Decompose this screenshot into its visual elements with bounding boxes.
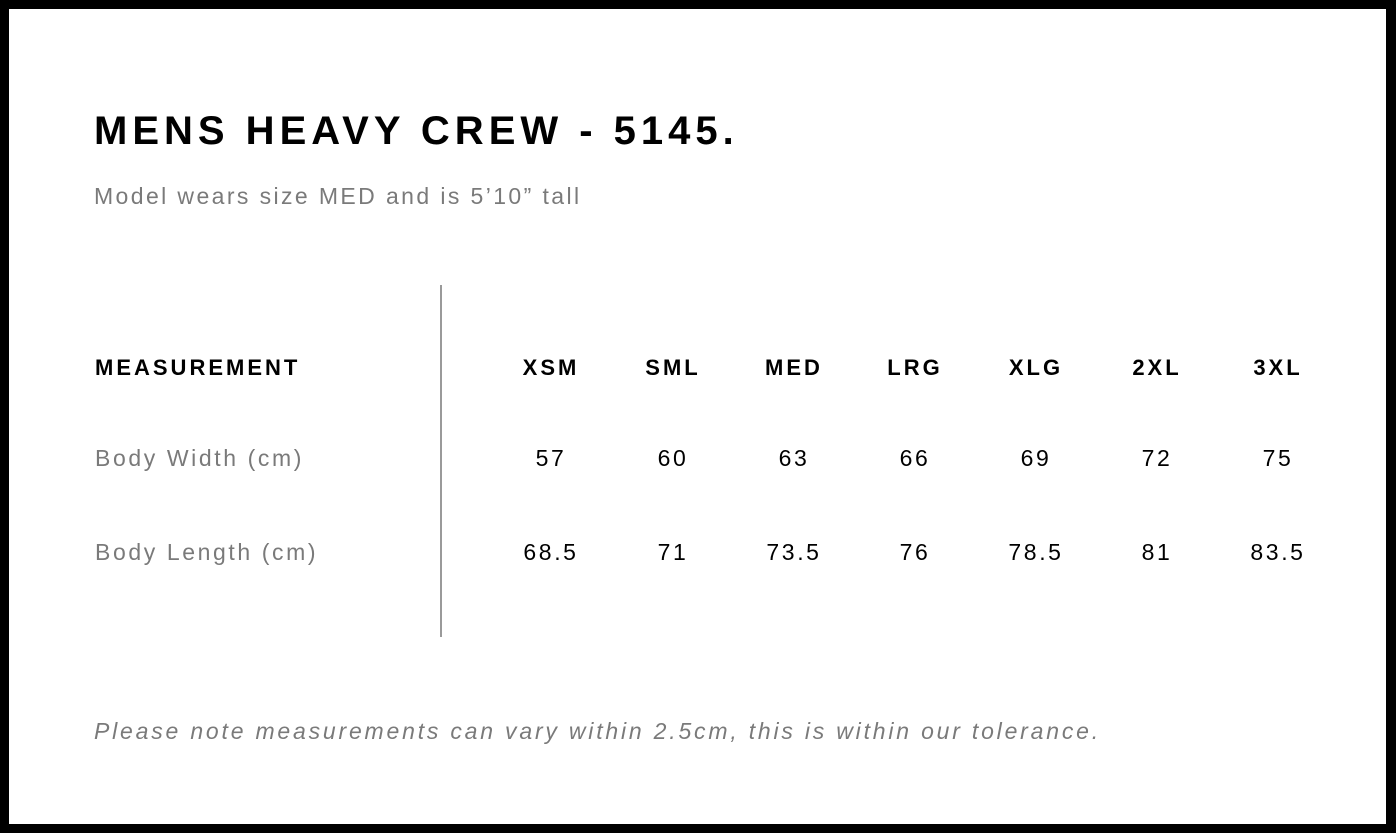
size-header: MED <box>765 355 823 380</box>
table-cell: 78.5 <box>1008 539 1064 565</box>
table-cell: 83.5 <box>1250 539 1306 565</box>
table-cell: 69 <box>1020 445 1052 471</box>
table-cell: 75 <box>1262 445 1294 471</box>
size-header: SML <box>645 355 701 380</box>
table-cell: 81 <box>1141 539 1173 565</box>
table-cell: 72 <box>1141 445 1173 471</box>
table-cell: 68.5 <box>523 539 579 565</box>
table-cell: 71 <box>657 539 689 565</box>
table-cell: 76 <box>899 539 931 565</box>
size-header: XLG <box>1008 355 1064 380</box>
size-header: LRG <box>887 355 943 380</box>
row-label-body-width: Body Width (cm) <box>95 445 304 471</box>
table-cell: 66 <box>899 445 931 471</box>
table-cell: 57 <box>535 445 567 471</box>
measurement-header: MEASUREMENT <box>95 355 301 380</box>
size-chart-card: MENS HEAVY CREW - 5145. Model wears size… <box>9 9 1386 824</box>
table-cell: 63 <box>778 445 810 471</box>
table-cell: 60 <box>657 445 689 471</box>
tolerance-note: Please note measurements can vary within… <box>94 718 1101 744</box>
table-cell: 73.5 <box>766 539 822 565</box>
row-label-body-length: Body Length (cm) <box>95 539 319 565</box>
model-info: Model wears size MED and is 5’10” tall <box>94 183 582 209</box>
column-divider <box>440 285 442 637</box>
page-title: MENS HEAVY CREW - 5145. <box>94 109 739 153</box>
size-header: 3XL <box>1253 355 1303 380</box>
size-header: 2XL <box>1132 355 1182 380</box>
size-header: XSM <box>522 355 580 380</box>
